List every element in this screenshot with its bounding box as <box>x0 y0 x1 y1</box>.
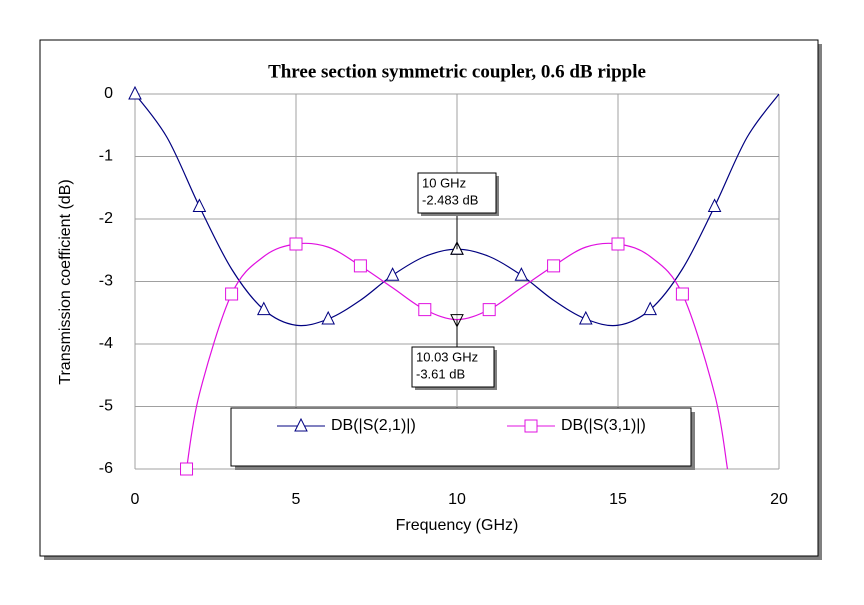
y-tick-label: -3 <box>99 273 113 290</box>
data-marker <box>418 303 432 317</box>
data-marker <box>514 267 529 281</box>
data-marker <box>578 310 593 325</box>
data-marker <box>482 303 496 317</box>
x-tick-label: 10 <box>448 491 466 508</box>
legend-marker <box>524 419 538 433</box>
data-marker <box>321 310 336 325</box>
annotation-text: -2.483 dB <box>422 192 478 207</box>
legend-label: DB(|S(3,1)|) <box>561 417 646 434</box>
markers <box>128 85 722 476</box>
data-marker <box>256 301 271 316</box>
x-tick-label: 15 <box>609 491 627 508</box>
y-tick-label: -5 <box>99 398 113 415</box>
y-tick-label: 0 <box>104 85 113 102</box>
y-tick-label: -4 <box>99 335 113 352</box>
data-marker <box>225 287 239 301</box>
data-marker <box>707 198 722 212</box>
x-tick-label: 20 <box>770 491 788 508</box>
y-tick-label: -6 <box>99 460 113 477</box>
annotation-box <box>411 346 495 388</box>
annotation-marker <box>450 314 464 328</box>
data-marker <box>547 259 561 273</box>
y-tick-label: -1 <box>99 148 113 165</box>
annotation-box <box>417 172 497 214</box>
annotation-text: 10 GHz <box>422 175 466 190</box>
data-marker <box>611 237 625 251</box>
data-marker <box>180 462 194 476</box>
legend: DB(|S(2,1)|) DB(|S(3,1)|) <box>230 407 695 470</box>
annotations: 10 GHz -2.483 dB 10.03 GHz -3.61 dB <box>411 172 499 390</box>
y-tick-label: -2 <box>99 210 113 227</box>
data-marker <box>643 301 658 316</box>
data-marker <box>675 287 689 301</box>
chart-title: Three section symmetric coupler, 0.6 dB … <box>268 61 646 82</box>
annotation-marker <box>450 241 464 255</box>
x-tick-label: 0 <box>131 491 140 508</box>
data-marker <box>385 267 400 281</box>
y-axis-label: Transmission coefficient (dB) <box>57 179 74 384</box>
annotation-text: 10.03 GHz <box>416 349 478 364</box>
annotation-text: -3.61 dB <box>416 366 465 381</box>
legend-box <box>230 407 692 467</box>
grid: 0 -1 -2 -3 -4 -5 -6 0 5 10 15 20 <box>99 85 788 508</box>
data-marker <box>128 85 142 100</box>
legend-marker <box>294 417 308 432</box>
data-marker <box>192 198 207 212</box>
x-tick-label: 5 <box>292 491 301 508</box>
x-axis-label: Frequency (GHz) <box>396 517 519 534</box>
data-marker <box>289 237 303 251</box>
data-marker <box>353 259 367 273</box>
panel <box>39 39 819 557</box>
legend-label: DB(|S(2,1)|) <box>331 417 416 434</box>
